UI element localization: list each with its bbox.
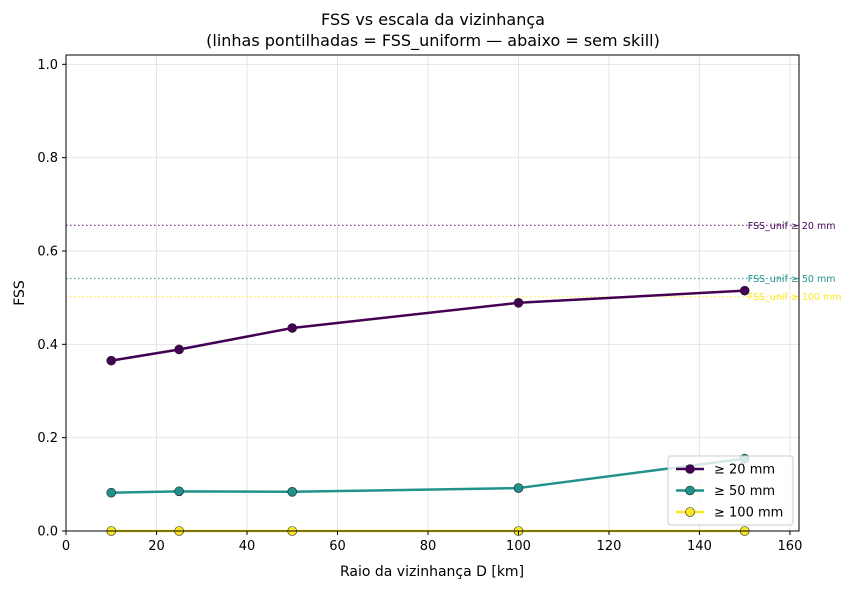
y-axis-label: FSS bbox=[12, 280, 28, 306]
x-tick-label: 160 bbox=[778, 539, 803, 554]
legend-marker bbox=[685, 507, 695, 517]
x-tick-label: 60 bbox=[329, 539, 346, 554]
legend-label: ≥ 50 mm bbox=[714, 484, 775, 499]
x-tick-label: 100 bbox=[506, 539, 531, 554]
legend-marker bbox=[685, 464, 695, 474]
x-axis-label: Raio da vizinhança D [km] bbox=[340, 564, 524, 580]
x-tick-label: 140 bbox=[687, 539, 712, 554]
y-tick-label: 0.6 bbox=[37, 245, 58, 260]
x-tick-label: 20 bbox=[148, 539, 165, 554]
y-tick-label: 0.2 bbox=[37, 431, 58, 446]
x-tick-label: 120 bbox=[597, 539, 622, 554]
y-tick-label: 0.4 bbox=[37, 338, 58, 353]
y-tick-label: 0.8 bbox=[37, 151, 58, 166]
grid bbox=[65, 55, 799, 532]
axes: 0 20 40 60 80 100 120 140 160 0.0 0.2 0.4 0.6 0.8 1.0 bbox=[37, 58, 802, 554]
legend-marker bbox=[685, 485, 695, 496]
x-tick-label: 80 bbox=[420, 539, 437, 554]
data-point bbox=[287, 323, 298, 333]
data-point bbox=[106, 355, 117, 366]
y-tick-label: 1.0 bbox=[37, 58, 58, 73]
data-point bbox=[287, 486, 298, 497]
plot-frame bbox=[65, 54, 800, 532]
legend-box bbox=[667, 455, 794, 526]
y-tick-label: 0.0 bbox=[37, 525, 58, 540]
chart-subtitle: (linhas pontilhadas = FSS_uniform — abai… bbox=[206, 31, 660, 51]
data-point bbox=[174, 486, 184, 497]
reference-line-label: FSS_unif ≥ 100 mm bbox=[748, 292, 842, 303]
legend-label: ≥ 20 mm bbox=[714, 463, 775, 478]
chart-title: FSS vs escala da vizinhança bbox=[321, 10, 545, 29]
legend-label: ≥ 100 mm bbox=[714, 506, 783, 521]
data-point bbox=[106, 487, 117, 498]
data-point bbox=[174, 344, 184, 355]
x-tick-label: 40 bbox=[239, 539, 256, 554]
reference-line-label: FSS_unif ≥ 20 mm bbox=[748, 221, 836, 232]
reference-lines: FSS_unif ≥ 20 mm FSS_unif ≥ 50 mm FSS_unif… bbox=[66, 221, 842, 303]
data-point bbox=[513, 483, 524, 493]
data-point bbox=[513, 297, 524, 308]
x-tick-label: 0 bbox=[62, 539, 70, 554]
data-point bbox=[739, 285, 750, 296]
reference-line-label: FSS_unif ≥ 50 mm bbox=[748, 274, 836, 285]
legend: ≥ 20 mm ≥ 50 mm ≥ 100 mm bbox=[667, 455, 794, 526]
